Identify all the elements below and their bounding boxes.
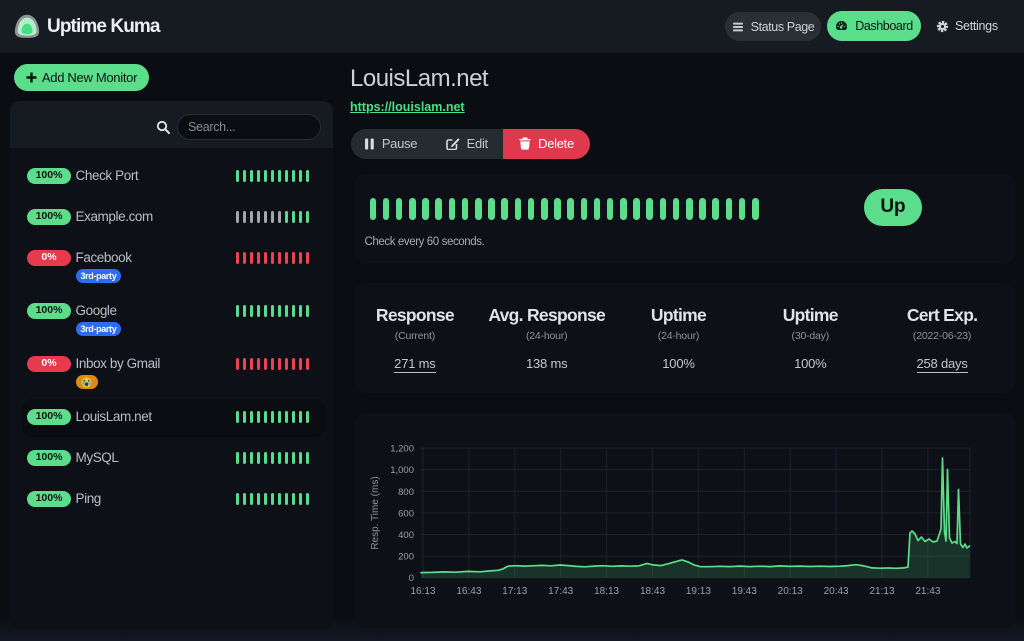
svg-text:18:13: 18:13 [594,586,619,597]
svg-text:Resp. Time (ms): Resp. Time (ms) [370,476,381,549]
svg-text:19:13: 19:13 [686,586,711,597]
svg-text:17:43: 17:43 [548,586,573,597]
svg-text:19:43: 19:43 [732,586,757,597]
svg-text:20:43: 20:43 [824,586,849,597]
svg-text:400: 400 [398,530,414,541]
svg-text:200: 200 [398,552,414,563]
svg-text:600: 600 [398,508,414,519]
svg-text:21:43: 21:43 [915,586,940,597]
svg-text:16:13: 16:13 [410,586,435,597]
svg-text:1,000: 1,000 [390,465,414,476]
svg-text:17:13: 17:13 [502,586,527,597]
svg-text:21:13: 21:13 [869,586,894,597]
svg-text:16:43: 16:43 [456,586,481,597]
svg-text:18:43: 18:43 [640,586,665,597]
svg-text:800: 800 [398,487,414,498]
svg-text:1,200: 1,200 [390,444,414,455]
svg-text:20:13: 20:13 [778,586,803,597]
svg-text:0: 0 [409,573,414,584]
